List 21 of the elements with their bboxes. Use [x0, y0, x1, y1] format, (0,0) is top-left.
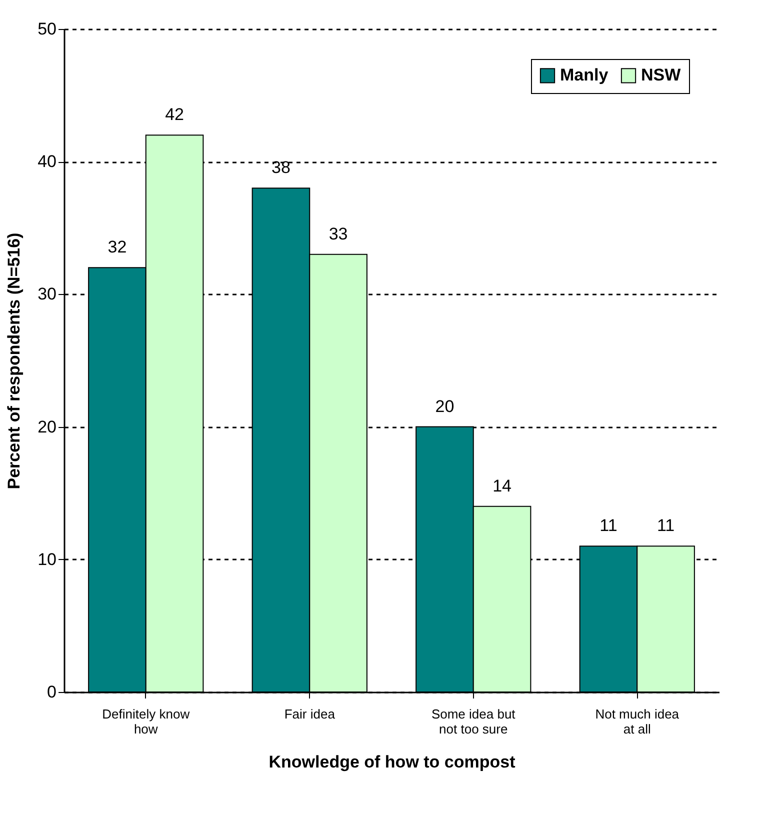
y-tick-label: 40: [38, 152, 56, 172]
x-tick-label: Not much idea at all: [595, 706, 680, 736]
legend-label: Manly: [560, 66, 609, 85]
x-tick-label: Definitely know how: [102, 706, 190, 736]
x-tick-label: Some idea but not too sure: [431, 706, 516, 736]
data-label: 33: [328, 224, 348, 244]
y-tick-label: 30: [38, 284, 56, 304]
data-label: 11: [600, 516, 618, 536]
data-label: 20: [435, 396, 454, 416]
y-tick-label: 20: [38, 417, 56, 436]
data-label: 32: [108, 238, 127, 257]
data-label: 14: [492, 476, 512, 496]
y-tick-label: 0: [47, 682, 56, 702]
y-tick-label: 50: [38, 20, 56, 38]
legend-label: NSW: [641, 66, 682, 85]
x-tick-label: Fair idea: [284, 706, 336, 722]
y-tick-label: 10: [38, 550, 56, 569]
y-axis-title: Percent of respondents (N=516): [4, 232, 24, 490]
data-label: 42: [165, 105, 184, 124]
x-axis-title: Knowledge of how to compost: [268, 752, 516, 772]
data-label: 11: [656, 516, 675, 536]
